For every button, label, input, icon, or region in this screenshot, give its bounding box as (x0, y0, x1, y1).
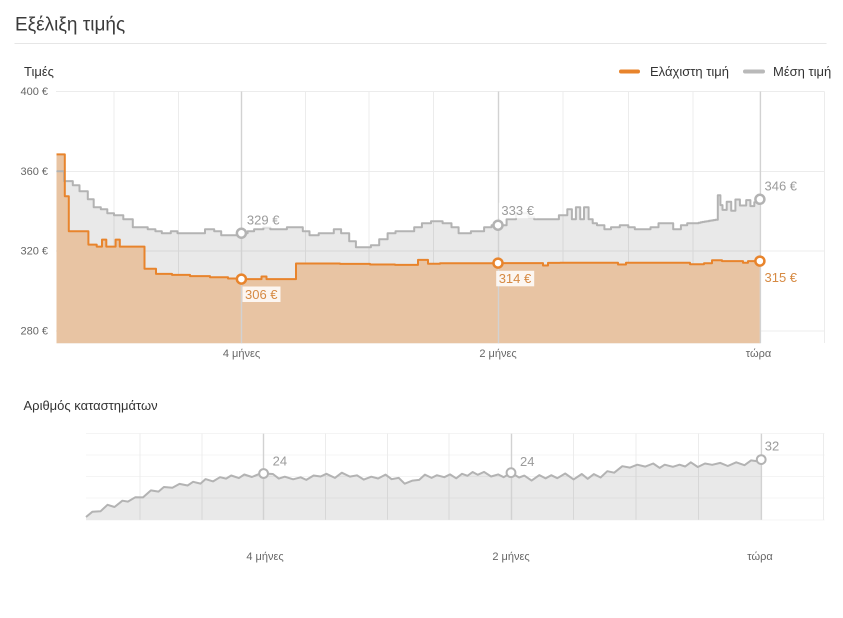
svg-text:Τιμές: Τιμές (24, 64, 54, 79)
svg-text:Εξέλιξη τιμής: Εξέλιξη τιμής (15, 15, 125, 36)
svg-text:346 €: 346 € (765, 179, 798, 194)
svg-text:τώρα: τώρα (747, 551, 773, 563)
svg-text:360 €: 360 € (20, 166, 48, 178)
svg-text:320 €: 320 € (20, 246, 48, 258)
svg-text:Αριθμός καταστημάτων: Αριθμός καταστημάτων (24, 398, 158, 413)
svg-text:2 μήνες: 2 μήνες (479, 348, 516, 360)
svg-text:4 μήνες: 4 μήνες (246, 551, 283, 563)
svg-text:τώρα: τώρα (746, 348, 772, 360)
svg-text:333 €: 333 € (501, 203, 534, 218)
svg-text:24: 24 (273, 454, 287, 469)
svg-text:314 €: 314 € (499, 271, 532, 286)
svg-text:4 μήνες: 4 μήνες (223, 348, 260, 360)
svg-text:306 €: 306 € (245, 287, 278, 302)
svg-text:315 €: 315 € (765, 270, 798, 285)
svg-text:Ελάχιστη τιμή: Ελάχιστη τιμή (650, 64, 729, 79)
svg-text:24: 24 (520, 454, 534, 469)
svg-text:329 €: 329 € (247, 213, 280, 228)
svg-text:280 €: 280 € (20, 326, 48, 338)
svg-text:2 μήνες: 2 μήνες (492, 551, 529, 563)
svg-text:Μέση τιμή: Μέση τιμή (773, 64, 831, 79)
svg-text:32: 32 (765, 439, 779, 454)
svg-text:400 €: 400 € (20, 86, 48, 98)
